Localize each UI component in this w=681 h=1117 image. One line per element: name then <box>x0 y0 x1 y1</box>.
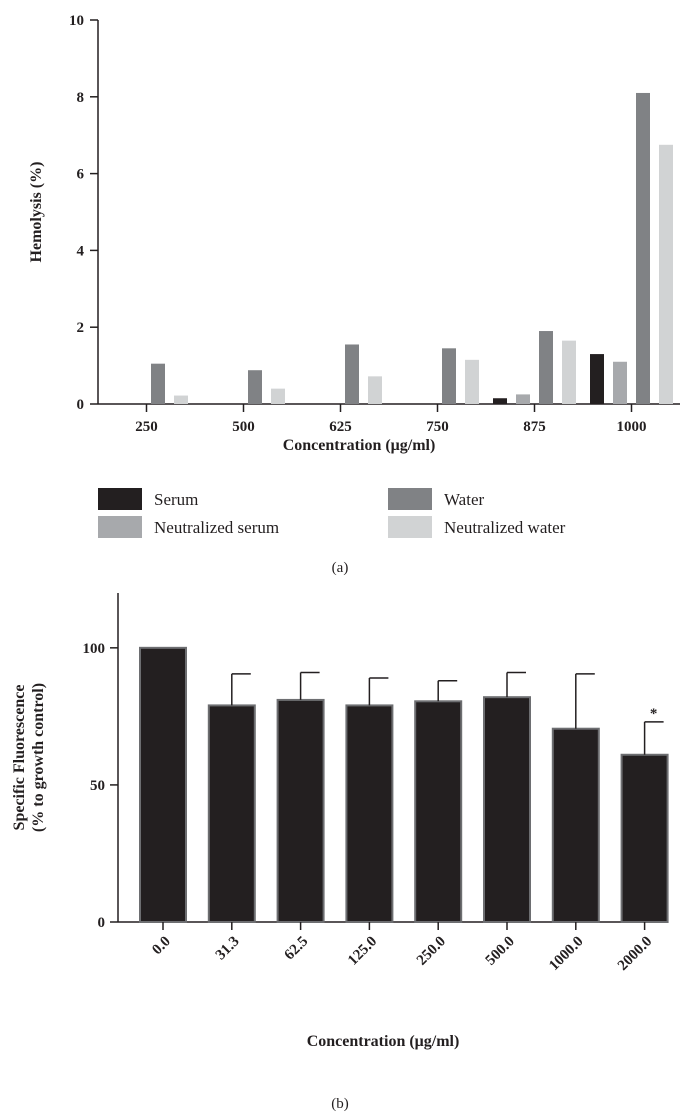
legend-label-neutralized-water: Neutralized water <box>444 518 566 537</box>
bar-serum <box>590 354 604 404</box>
bar-water <box>151 363 165 404</box>
x-tick-label: 625 <box>329 419 352 435</box>
y-axis-title: Hemolysis (%) <box>28 162 45 263</box>
y-tick-label: 0 <box>98 915 106 931</box>
x-tick-label: 875 <box>523 419 546 435</box>
legend-label-water: Water <box>444 490 484 509</box>
bar <box>276 698 325 923</box>
y-tick-label: 4 <box>77 243 85 259</box>
x-tick-label: 62.5 <box>282 934 312 964</box>
hemolysis-legend: Serum Neutralized serum Water Neutralized w… <box>98 488 566 538</box>
x-tick-label: 0.0 <box>149 934 174 959</box>
x-axis-title: Concentration (μg/ml) <box>283 437 436 454</box>
x-tick-label: 31.3 <box>213 934 243 964</box>
bar-neutralized-serum <box>516 394 530 404</box>
y-tick-label: 2 <box>77 320 85 336</box>
x-tick-label: 500.0 <box>483 934 518 969</box>
x-tick-label: 2000.0 <box>615 934 655 974</box>
panel-label-b: (b) <box>331 1096 349 1112</box>
bar <box>414 700 463 923</box>
bar-neutralized-water <box>368 376 382 404</box>
bar-neutralized-water <box>465 359 479 404</box>
legend-swatch-neutralized-water <box>388 516 432 538</box>
x-tick-label: 1000.0 <box>546 934 586 974</box>
y-tick-label: 10 <box>69 13 84 29</box>
bar-water <box>539 331 553 404</box>
legend-label-serum: Serum <box>154 490 198 509</box>
bar-neutralized-water <box>271 388 285 404</box>
legend-label-neutralized-serum: Neutralized serum <box>154 518 279 537</box>
bar <box>551 727 600 924</box>
bar-neutralized-water <box>174 395 188 404</box>
x-tick-label: 500 <box>232 419 255 435</box>
legend-swatch-serum <box>98 488 142 510</box>
bar <box>345 704 394 923</box>
bar-neutralized-water <box>562 340 576 404</box>
y-tick-label: 8 <box>77 90 85 106</box>
y-axis-title-line2: (% to growth control) <box>30 683 47 832</box>
y-tick-label: 0 <box>77 397 85 413</box>
bar <box>139 646 187 923</box>
bar-neutralized-water <box>659 144 673 405</box>
y-tick-label: 100 <box>83 641 106 657</box>
panel-label-a: (a) <box>332 560 349 576</box>
bar <box>620 753 669 924</box>
x-tick-label: 250 <box>135 419 158 435</box>
bar-water <box>345 344 359 404</box>
x-tick-label: 250.0 <box>414 934 449 969</box>
y-tick-label: 6 <box>77 167 85 183</box>
legend-swatch-water <box>388 488 432 510</box>
x-tick-label: 750 <box>426 419 449 435</box>
bar-water <box>248 370 262 404</box>
bar-neutralized-serum <box>613 361 627 404</box>
x-tick-label: 1000 <box>617 419 647 435</box>
significance-marker: * <box>650 706 658 722</box>
legend-swatch-neutralized-serum <box>98 516 142 538</box>
x-axis-title: Concentration (μg/ml) <box>307 1033 460 1050</box>
hemolysis-chart: 0 2 4 6 8 10 250 500 625 750 875 1000 Hemolysis (%) C… <box>28 13 680 454</box>
x-tick-label: 125.0 <box>345 934 380 969</box>
bar <box>207 704 256 923</box>
y-tick-label: 50 <box>90 778 105 794</box>
bar-serum <box>493 398 507 404</box>
y-axis-title-line1: Specific Fluorescence <box>11 685 28 831</box>
bar-water <box>442 348 456 404</box>
bar-water <box>636 92 650 405</box>
bar <box>483 696 531 924</box>
